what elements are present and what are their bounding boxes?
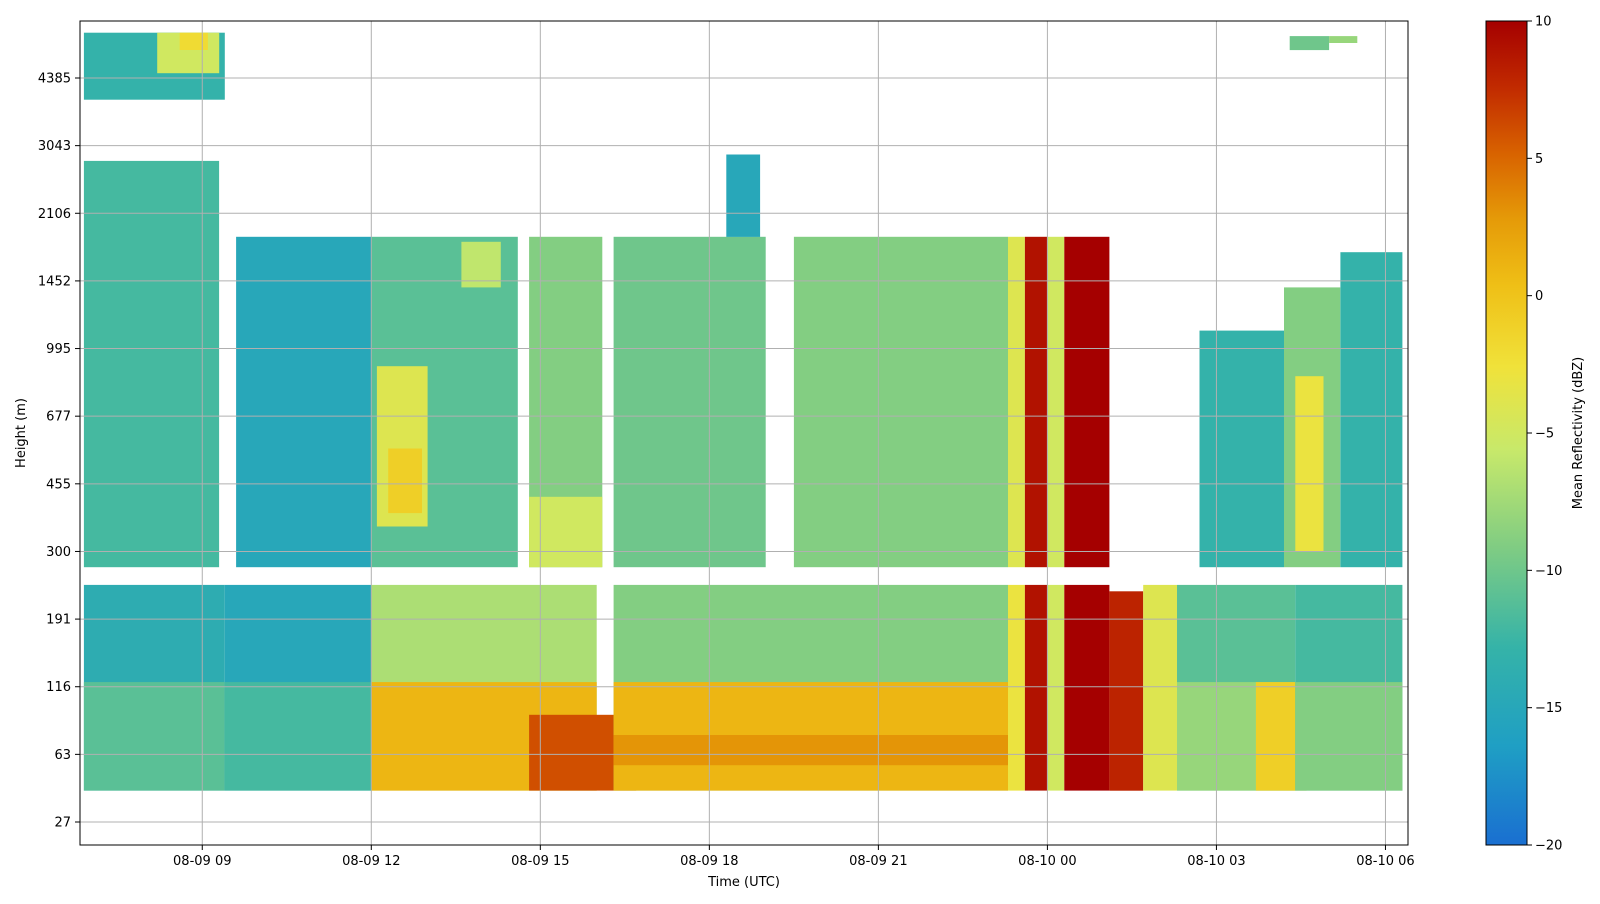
heatmap-cell	[793, 236, 1008, 568]
heatmap-cell	[613, 735, 1008, 766]
heatmap-cell	[529, 496, 603, 568]
heatmap-cell	[1199, 330, 1284, 568]
heatmap-cell	[83, 160, 220, 568]
heatmap-cell	[1047, 584, 1065, 791]
colorbar-tick-label: −15	[1535, 701, 1562, 716]
y-tick-label: 2106	[38, 207, 71, 222]
y-axis-ticks: 27 63 116 191 300 455 677 995 1452 2106 3043 4385	[38, 72, 80, 831]
heatmap-cell	[1295, 376, 1324, 552]
colorbar-label: Mean Reflectivity (dBZ)	[1571, 357, 1586, 510]
y-axis-label: Height (m)	[14, 398, 29, 468]
colorbar-tick-label: −10	[1535, 564, 1562, 579]
x-axis-label: Time (UTC)	[707, 875, 780, 890]
heatmap-cell	[1064, 236, 1110, 568]
x-tick-label: 08-10 03	[1187, 854, 1245, 869]
colorbar-tick-label: −20	[1535, 839, 1562, 854]
heatmap-cell	[1008, 236, 1025, 568]
heatmap-cell	[1143, 584, 1177, 791]
colorbar	[1485, 20, 1528, 846]
heatmap-cell	[388, 448, 422, 514]
x-tick-label: 08-10 00	[1018, 854, 1076, 869]
heatmap-cell	[179, 32, 208, 50]
colorbar-ticks: 10 5 0 −5 −10 −15 −20	[1527, 15, 1562, 854]
y-tick-label: 4385	[38, 72, 71, 87]
heatmap-cell	[236, 236, 372, 568]
plot-frame	[79, 20, 1409, 846]
heatmap-cells	[83, 32, 1403, 791]
heatmap-cell	[83, 682, 225, 791]
colorbar-tick-label: 10	[1535, 15, 1552, 30]
heatmap-cell	[1047, 236, 1065, 568]
heatmap-cell	[224, 682, 372, 791]
heatmap-cell	[1024, 236, 1048, 568]
heatmap-cell	[1295, 682, 1403, 791]
y-tick-label: 455	[46, 477, 71, 492]
x-tick-label: 08-09 09	[173, 854, 231, 869]
colorbar-tick-label: 5	[1535, 152, 1543, 167]
x-tick-label: 08-09 21	[849, 854, 907, 869]
x-tick-label: 08-10 06	[1356, 854, 1414, 869]
heatmap-cell	[1289, 36, 1330, 51]
y-tick-label: 191	[46, 613, 71, 628]
heatmap-cell	[726, 154, 761, 237]
y-tick-label: 1452	[38, 274, 71, 289]
colorbar-tick-label: −5	[1535, 427, 1554, 442]
heatmap-cell	[1340, 252, 1403, 568]
y-tick-label: 995	[46, 342, 71, 357]
heatmap-cell	[613, 236, 766, 568]
grid-lines	[80, 21, 1408, 845]
heatmap-cell	[1109, 591, 1144, 791]
x-tick-label: 08-09 15	[511, 854, 569, 869]
x-tick-label: 08-09 12	[342, 854, 400, 869]
y-tick-label: 27	[54, 816, 71, 831]
y-tick-label: 677	[46, 410, 71, 425]
x-axis-ticks: 08-09 09 08-09 12 08-09 15 08-09 18 08-09 21…	[173, 845, 1415, 869]
y-tick-label: 63	[54, 748, 71, 763]
y-tick-label: 116	[46, 680, 71, 695]
heatmap-cell	[1024, 584, 1048, 791]
heatmap-cell	[1064, 584, 1110, 791]
heatmap-cell	[1008, 584, 1025, 791]
heatmap-cell	[461, 241, 501, 288]
colorbar-tick-label: 0	[1535, 289, 1543, 304]
heatmap-cell	[1329, 36, 1358, 43]
y-tick-label: 300	[46, 545, 71, 560]
y-tick-label: 3043	[38, 139, 71, 154]
x-tick-label: 08-09 18	[680, 854, 738, 869]
